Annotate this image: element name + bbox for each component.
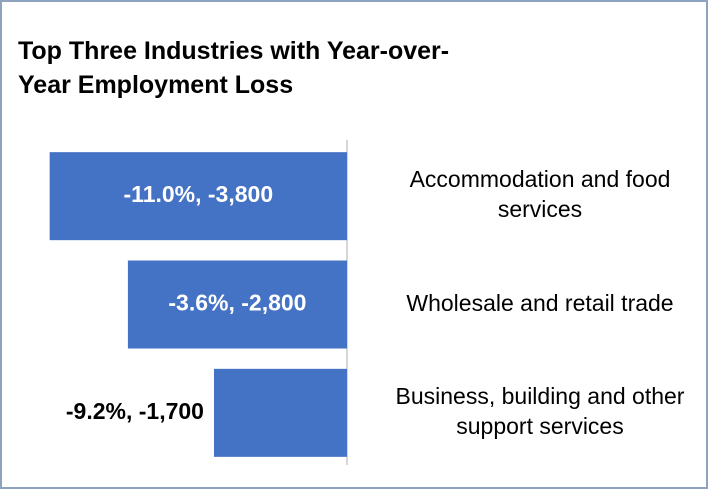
chart-title: Top Three Industries with Year-over- Yea… [18,37,450,99]
data-label: -11.0%, -3,800 [124,181,274,207]
bar [127,260,348,349]
data-label: -3.6%, -2,800 [168,290,306,316]
bar [49,152,348,241]
data-label: -9.2%, -1,700 [66,398,204,424]
category-label: Wholesale and retail trade [406,289,674,316]
bar [213,368,347,457]
category-label: Business, building and other support ser… [395,382,685,439]
category-label: Accommodation and food services [409,166,671,223]
